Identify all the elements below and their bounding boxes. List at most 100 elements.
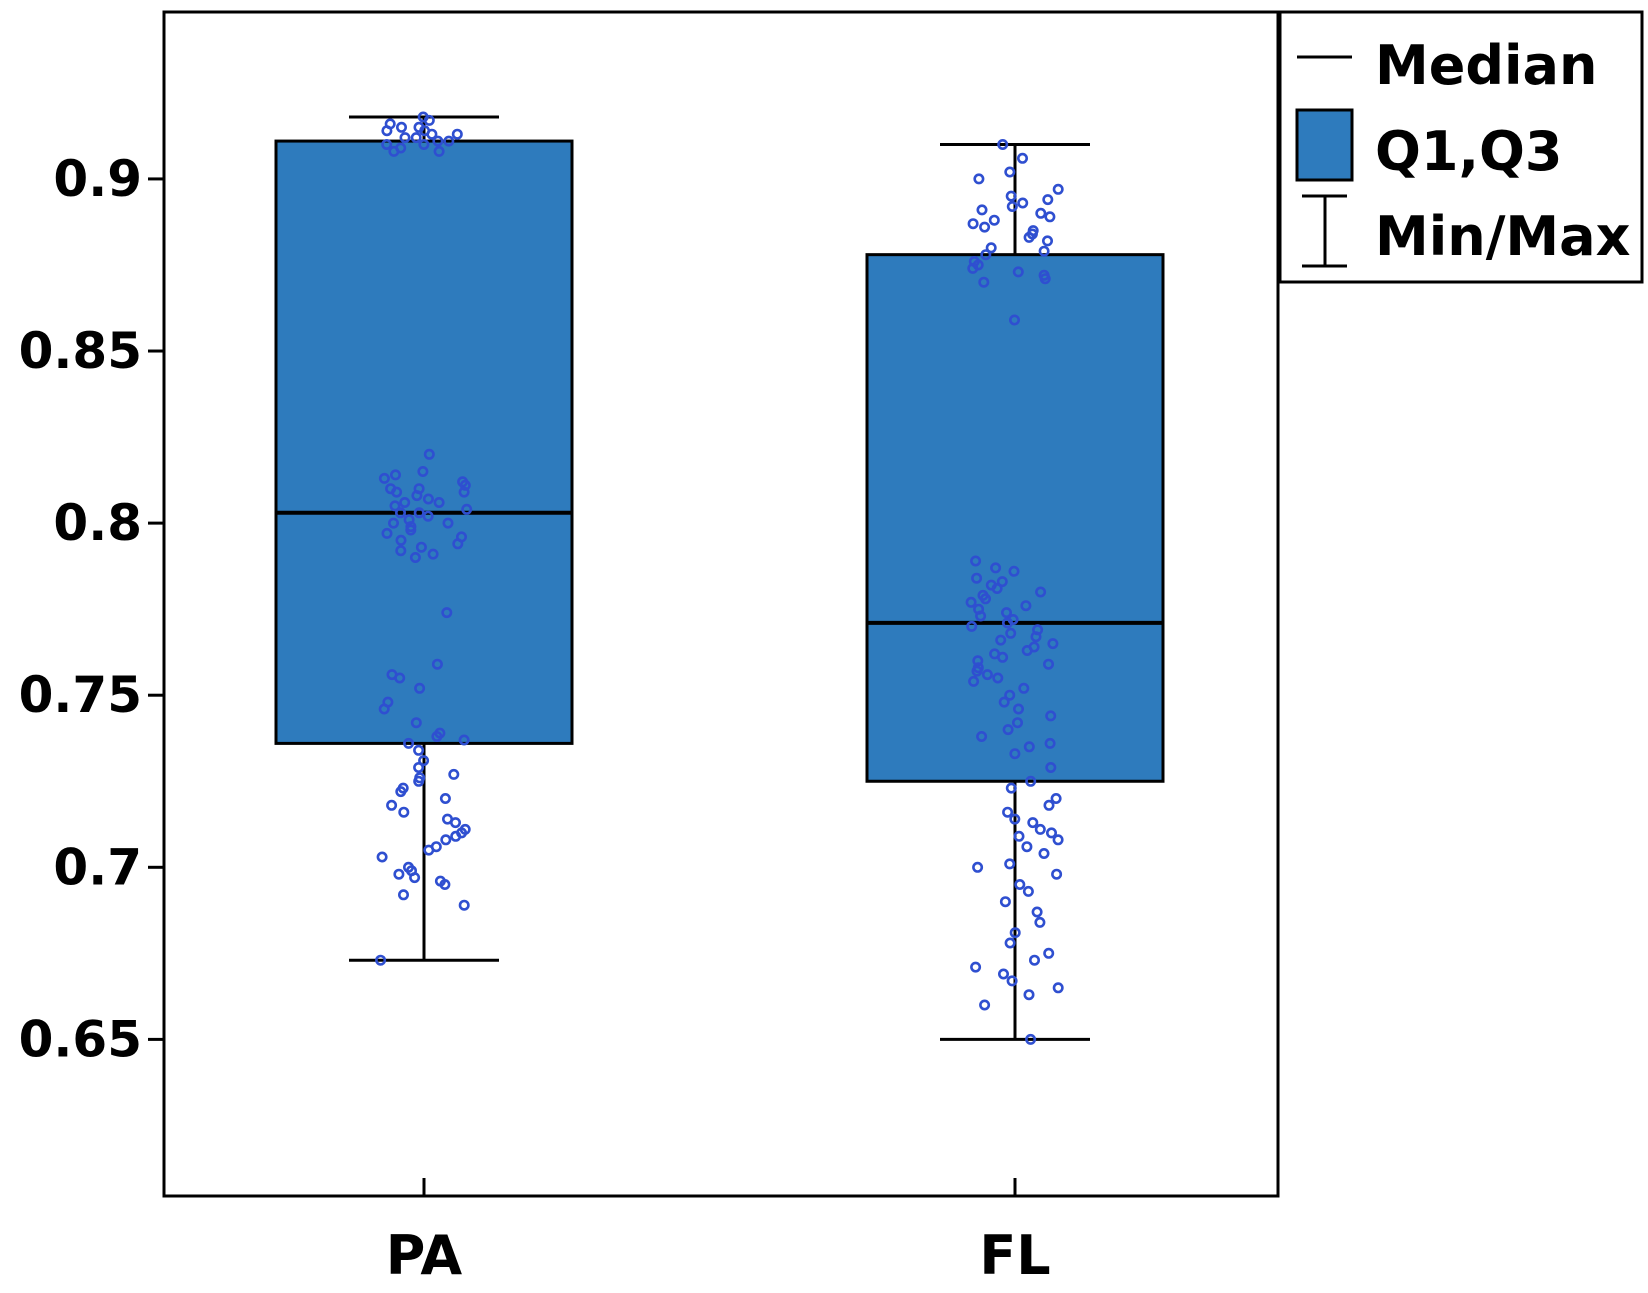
data-point: [1052, 183, 1064, 195]
data-point: [1043, 947, 1055, 959]
data-point: [394, 507, 406, 519]
data-point: [992, 672, 1004, 684]
x-tick-label-pa: PA: [386, 1224, 463, 1287]
data-point: [1004, 166, 1016, 178]
data-point: [991, 582, 1003, 594]
data-point: [427, 548, 439, 560]
data-point: [459, 479, 471, 491]
y-tick-label: 0.65: [19, 1010, 142, 1068]
data-point: [439, 878, 451, 890]
data-point: [458, 899, 470, 911]
data-point: [423, 844, 435, 856]
data-point: [1005, 782, 1017, 794]
points-layer: [375, 111, 1064, 1045]
data-point: [1052, 982, 1064, 994]
data-point: [397, 889, 409, 901]
legend-box-swatch: [1295, 108, 1354, 182]
data-point: [450, 830, 462, 842]
data-point: [414, 682, 426, 694]
data-point: [968, 675, 980, 687]
data-point: [1050, 792, 1062, 804]
data-point: [1006, 201, 1018, 213]
y-tick-label: 0.8: [53, 494, 142, 552]
data-point: [1017, 197, 1029, 209]
data-point: [997, 968, 1009, 980]
data-point: [378, 703, 390, 715]
data-point: [997, 651, 1009, 663]
data-point: [966, 620, 978, 632]
data-point: [423, 448, 435, 460]
y-tick-label: 0.85: [19, 322, 142, 380]
x-axis: PA FL: [386, 1178, 1051, 1287]
data-point: [997, 139, 1009, 151]
data-point: [413, 761, 425, 773]
data-point: [386, 799, 398, 811]
y-axis: 0.65 0.7 0.75 0.8 0.85 0.9: [19, 150, 164, 1068]
y-tick-label: 0.75: [19, 666, 142, 724]
data-point: [1044, 211, 1056, 223]
data-point: [417, 465, 429, 477]
data-point: [967, 262, 979, 274]
data-point: [990, 562, 1002, 574]
data-point: [448, 768, 460, 780]
points-pa: [375, 111, 473, 966]
data-point: [431, 658, 443, 670]
points-fl: [965, 139, 1064, 1045]
data-point: [413, 775, 425, 787]
box-iqr: [274, 139, 574, 745]
data-point: [1020, 600, 1032, 612]
data-point: [1023, 231, 1035, 243]
legend: Median Q1,Q3 Min/Max: [1278, 10, 1644, 284]
data-point: [422, 493, 434, 505]
data-point: [976, 204, 988, 216]
x-tick-label-fl: FL: [979, 1224, 1050, 1287]
data-point: [1044, 737, 1056, 749]
data-point: [431, 730, 443, 742]
data-point: [1043, 658, 1055, 670]
data-point: [980, 249, 992, 261]
data-point: [1008, 565, 1020, 577]
data-point: [452, 538, 464, 550]
data-point: [1009, 927, 1021, 939]
data-point: [1022, 885, 1034, 897]
data-point: [399, 496, 411, 508]
data-point: [1038, 847, 1050, 859]
data-point: [999, 896, 1011, 908]
data-point: [405, 524, 417, 536]
data-point: [449, 817, 461, 829]
data-point: [1034, 823, 1046, 835]
data-point: [410, 132, 422, 144]
data-point: [1004, 858, 1016, 870]
data-point: [1029, 954, 1041, 966]
data-point: [1006, 975, 1018, 987]
data-point: [972, 861, 984, 873]
data-point: [970, 961, 982, 973]
data-point: [978, 276, 990, 288]
data-point: [395, 121, 407, 133]
data-point: [440, 834, 452, 846]
box-iqr: [865, 253, 1165, 783]
data-point: [970, 555, 982, 567]
data-point: [439, 792, 451, 804]
data-point: [403, 737, 415, 749]
data-point: [975, 610, 987, 622]
data-point: [398, 806, 410, 818]
data-point: [411, 490, 423, 502]
data-point: [376, 851, 388, 863]
data-point: [1046, 827, 1058, 839]
data-point: [1012, 266, 1024, 278]
data-point: [1045, 710, 1057, 722]
data-point: [387, 517, 399, 529]
data-point: [413, 744, 425, 756]
data-point: [1016, 152, 1028, 164]
data-point: [981, 669, 993, 681]
data-point: [423, 114, 435, 126]
data-point: [391, 486, 403, 498]
data-point: [967, 218, 979, 230]
data-point: [1039, 273, 1051, 285]
data-point: [995, 634, 1007, 646]
data-point: [973, 173, 985, 185]
data-point: [996, 576, 1008, 588]
data-point: [1021, 841, 1033, 853]
data-point: [394, 672, 406, 684]
